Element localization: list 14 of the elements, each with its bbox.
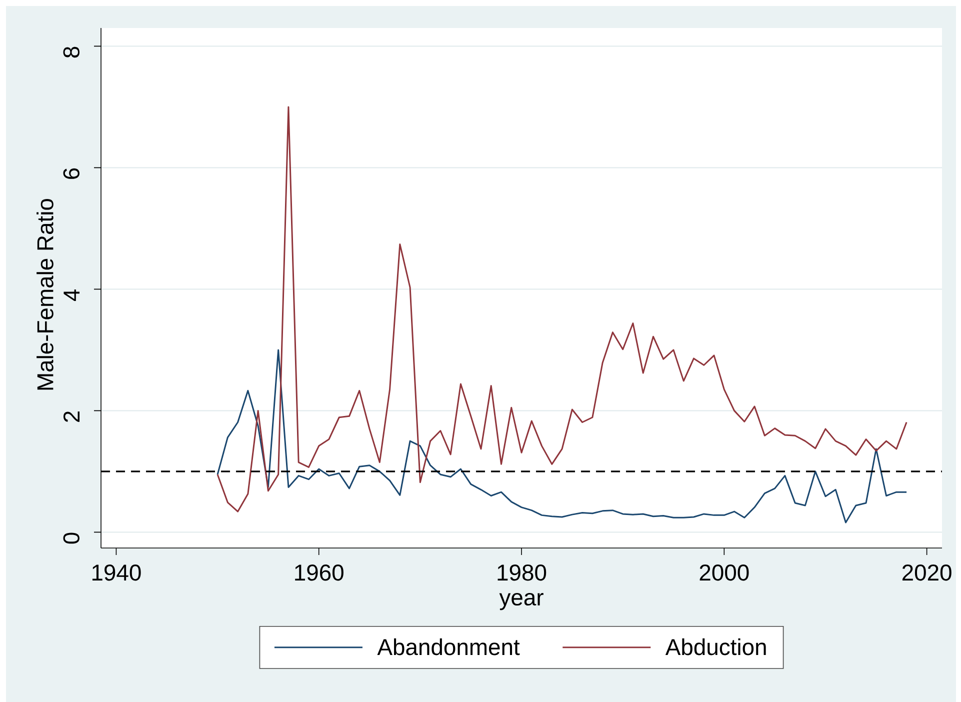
y-tick-label: 0: [63, 532, 80, 544]
legend-label: Abandonment: [377, 638, 520, 656]
y-axis-title: Male-Female Ratio: [36, 198, 54, 390]
x-tick-label: 1980: [498, 564, 546, 581]
y-tick-label: 6: [63, 168, 80, 179]
x-tick-label: 2020: [902, 564, 952, 581]
y-tick-label: 2: [63, 411, 80, 422]
legend-label: Abduction: [665, 638, 766, 656]
y-tick-label: 8: [63, 46, 80, 58]
y-tick-label: 4: [64, 289, 80, 302]
x-tick-label: 1960: [295, 564, 344, 581]
x-tick-label: 1940: [92, 564, 141, 581]
x-axis-title: year: [499, 593, 544, 610]
x-tick-label: 2000: [700, 564, 749, 581]
